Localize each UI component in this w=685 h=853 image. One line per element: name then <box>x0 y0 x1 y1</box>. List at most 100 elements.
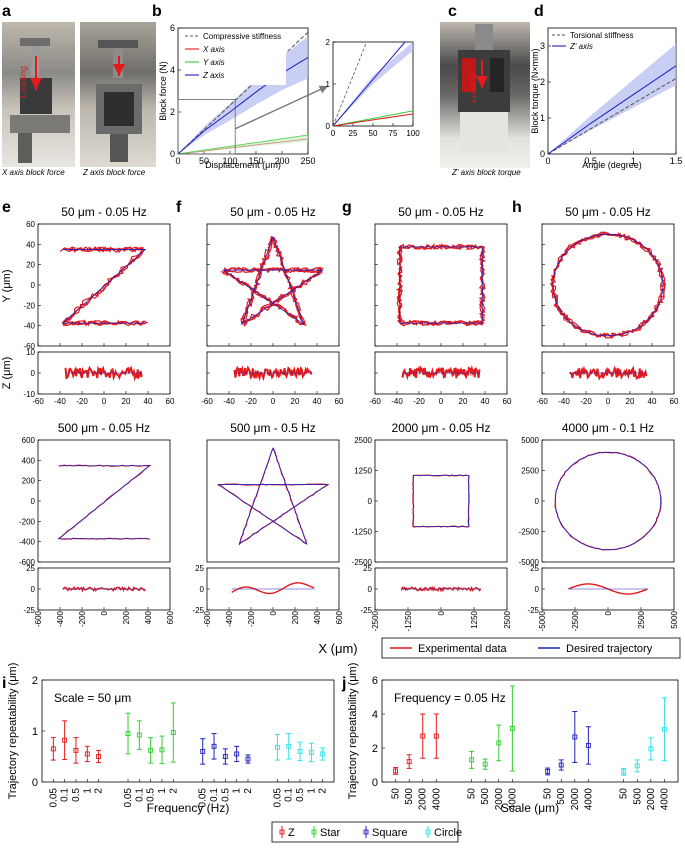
trajectory-small-z-ytick-label: -10 <box>23 390 35 399</box>
chart-j-mean-marker <box>482 761 488 767</box>
chart-j-ytick-label: 4 <box>372 709 378 721</box>
chart-j-xtick-label: 4000 <box>659 788 670 811</box>
chart-j-xtick-label: 2000 <box>570 788 581 811</box>
trajectory-small-square: 50 μm - 0.05 Hz -60 -40 -20 0 20 40 60 <box>369 205 512 406</box>
trajectory-large-ytick-label: -1250 <box>352 528 373 537</box>
chart-i-xtick-label: 2 <box>318 788 329 794</box>
chart-i-mean-marker <box>170 730 176 735</box>
chart-i-xtick-label: 1 <box>82 788 93 794</box>
chart-j-xtick-label: 50 <box>391 788 402 800</box>
trajectory-large-star: 500 μm - 0.5 Hz -600 -400 -200 0 200 400 600 -25… <box>192 421 344 627</box>
trajectory-small-ytick-label: 20 <box>26 261 35 270</box>
trajectory-large-z-xtick-label: 600 <box>166 610 175 624</box>
trajectory-small-z-xtick-label: -40 <box>391 397 403 406</box>
trajectory-large-z-xtick-label: 600 <box>335 610 344 624</box>
trajectory-small-ytick-label: -20 <box>23 301 35 310</box>
trajectory-large-z-xtick-label: 0 <box>604 610 613 615</box>
chart-b-legend-label: Y axis <box>203 58 225 67</box>
chart-j-mean-marker <box>406 759 412 765</box>
trajectory-large-z-xtick-label: 0 <box>269 610 278 615</box>
panel-label-j: j <box>341 675 346 692</box>
chart-b-ytick-label: 6 <box>170 23 175 33</box>
chart-j-mean-marker <box>469 757 475 763</box>
trajectory-large-z-xtick-label: -2500 <box>371 610 380 631</box>
chart-b-zoom-box <box>177 99 236 155</box>
repeatability-legend-label: Circle <box>434 827 462 839</box>
chart-d-band <box>548 43 676 154</box>
trajectory-large-z-xtick-label: -600 <box>203 610 212 627</box>
repeatability-legend-box <box>271 821 459 843</box>
trajectory-small-z-xtick-label: 40 <box>144 397 153 406</box>
chart-i-xtick-label: 0.5 <box>71 788 82 802</box>
chart-i-xtick-label: 1 <box>157 788 168 794</box>
chart-b-xtick-label: 250 <box>300 156 315 166</box>
chart-j-mean-marker <box>545 769 551 774</box>
panel-label-c: c <box>448 3 457 20</box>
chart-i-mean-marker <box>62 737 68 743</box>
chart-b-xy-band <box>178 135 308 154</box>
trajectory-title: 50 μm - 0.05 Hz <box>61 205 147 219</box>
trajectory-large-z-xtick-label: 200 <box>122 610 131 624</box>
chart-j-mean-marker <box>661 726 667 732</box>
chart-i-xtick-label: 1 <box>306 788 317 794</box>
panel-label-i: i <box>2 675 6 692</box>
chart-j-mean-marker <box>393 768 399 774</box>
chart-d-ytick-label: 2 <box>540 77 545 87</box>
chart-j-mean-marker <box>648 746 654 752</box>
chart-j-xlabel: Scale (μm) <box>501 801 559 815</box>
trajectory-large-z-ytick-label: 0 <box>200 585 205 594</box>
chart-j-xtick-label: 2000 <box>418 788 429 811</box>
trajectory-small-z-xtick-label: -20 <box>580 397 592 406</box>
chart-d-xlabel: Angle (degree) <box>582 160 642 170</box>
repeatability-legend-marker <box>311 829 317 835</box>
trajectory-small-z-xtick-label: 20 <box>626 397 635 406</box>
chart-j-mean-marker <box>509 726 515 731</box>
trajectory-small-z-xtick-label: 40 <box>648 397 657 406</box>
chart-b-xtick-label: 150 <box>248 156 263 166</box>
trajectory-large-ytick-label: -5000 <box>519 558 540 567</box>
chart-i-xtick-label: 0.1 <box>284 788 295 802</box>
chart-j-ytick-label: 0 <box>372 777 378 789</box>
loading-label-c: Loading <box>469 74 478 102</box>
trajectory-small-z-xtick-label: 0 <box>439 397 444 406</box>
chart-b-xlabel: Displacement (μm) <box>205 160 281 170</box>
chart-d-ytick-label: 1 <box>540 113 545 123</box>
chart-d-xtick-label: 0.5 <box>584 156 597 166</box>
trajectory-large-ytick-label: -600 <box>19 558 36 567</box>
chart-i-ytick-label: 2 <box>32 675 38 687</box>
trajectory-large-z-xtick-label: -5000 <box>538 610 547 631</box>
chart-b-inset-stiffness <box>332 41 367 127</box>
chart-i-xlabel: Frequency (Hz) <box>147 801 230 815</box>
trajectory-small-z-xtick-label: -60 <box>369 397 381 406</box>
chart-b-inset-xtick-label: 50 <box>369 129 378 138</box>
trajectory-small-ytick-label: 0 <box>31 281 36 290</box>
chart-b-xtick-label: 0 <box>175 156 180 166</box>
chart-b-series-line <box>177 56 309 155</box>
chart-j-xtick-label: 500 <box>632 788 643 805</box>
chart-d-legend: Torsional stiffness Z' axis <box>552 31 633 51</box>
trajectory-small-z-xtick-label: 20 <box>459 397 468 406</box>
chart-i-xtick-label: 0.5 <box>220 788 231 802</box>
trajectory-small-frame <box>541 223 675 347</box>
trajectory-desired <box>554 451 662 551</box>
trajectory-experimental <box>61 246 148 326</box>
trajectory-large-z-line <box>231 582 315 595</box>
trajectory-large-ytick-label: 0 <box>368 497 373 506</box>
trajectory-desired <box>552 233 664 337</box>
chart-i-ylabel: Trajectory repeatability (μm) <box>7 663 19 800</box>
trajectory-large-ytick-label: 600 <box>22 436 36 445</box>
trajectory-experimental <box>396 243 486 327</box>
trajectory-desired <box>399 246 483 324</box>
chart-b-legend-label: Z axis <box>202 71 224 80</box>
chart-d-legend-label: Torsional stiffness <box>570 31 633 40</box>
trajectory-title: 500 μm - 0.5 Hz <box>230 421 316 435</box>
trajectory-legend: Experimental data Desired trajectory <box>381 637 681 659</box>
trajectory-large-z-ytick-label: -25 <box>23 606 35 615</box>
repeatability-legend-marker <box>363 829 369 835</box>
chart-i-mean-marker <box>234 751 240 757</box>
chart-j-mean-marker <box>634 763 640 769</box>
trajectory-large-ytick-label: 2500 <box>354 436 372 445</box>
chart-d-xtick-label: 1 <box>631 156 636 166</box>
